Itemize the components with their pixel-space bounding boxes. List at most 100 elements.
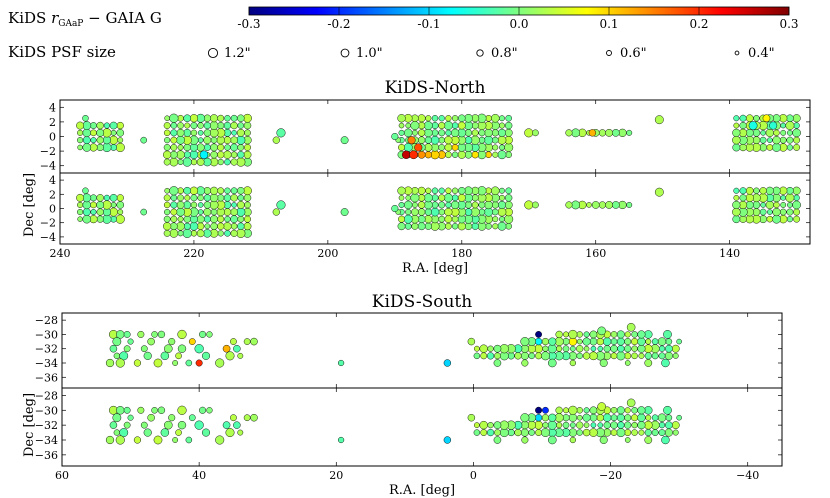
data-point <box>177 420 187 430</box>
data-point <box>397 186 406 195</box>
data-point <box>657 413 667 422</box>
data-point <box>570 422 576 428</box>
x-tick-label: 40 <box>192 469 206 482</box>
data-point <box>765 200 774 210</box>
y-tick-label: −34 <box>35 434 58 447</box>
data-point <box>499 144 505 151</box>
north-panel-top: 4 2 0−2 −4 <box>40 99 811 174</box>
data-point <box>414 143 423 152</box>
data-point <box>189 150 199 160</box>
data-point <box>548 413 557 422</box>
data-point <box>398 195 405 201</box>
data-point <box>425 115 432 122</box>
data-point <box>484 135 494 145</box>
data-point <box>397 114 406 123</box>
data-point <box>658 422 666 429</box>
data-point <box>243 222 252 231</box>
data-point <box>610 331 618 338</box>
south-title: KiDS-South <box>372 292 472 312</box>
data-point <box>206 331 213 338</box>
data-point <box>605 128 613 137</box>
data-point <box>464 222 473 231</box>
data-point <box>535 406 543 414</box>
data-point <box>767 209 773 215</box>
data-point <box>555 406 563 414</box>
data-point <box>222 421 231 429</box>
data-point <box>397 222 406 231</box>
data-point <box>665 421 673 429</box>
data-point <box>663 405 672 415</box>
data-point <box>190 194 198 202</box>
data-point <box>217 114 225 122</box>
y-tick-label: −32 <box>35 343 58 356</box>
data-point <box>443 193 453 203</box>
data-point <box>243 194 252 202</box>
psf-legend-marker <box>340 48 350 58</box>
data-point <box>403 143 413 152</box>
data-point <box>340 136 349 145</box>
data-point <box>438 208 445 216</box>
data-point <box>405 195 411 201</box>
data-point <box>772 207 781 217</box>
data-point <box>203 157 212 167</box>
data-point <box>772 136 781 145</box>
data-point <box>576 352 583 360</box>
data-point <box>163 229 171 237</box>
data-point <box>119 428 129 438</box>
data-point <box>190 129 198 137</box>
data-point <box>759 187 767 195</box>
data-point <box>90 122 97 129</box>
data-point <box>337 436 345 444</box>
psf-legend-entry: 1.0" <box>356 46 383 61</box>
data-point <box>471 201 479 209</box>
data-point <box>185 436 193 444</box>
data-point <box>576 331 583 338</box>
data-point <box>792 114 801 123</box>
data-point <box>780 122 786 129</box>
data-point <box>210 208 218 216</box>
data-point <box>486 352 495 360</box>
data-point <box>624 437 631 443</box>
data-point <box>199 150 209 159</box>
data-point <box>671 421 680 430</box>
data-point <box>780 202 787 208</box>
data-point <box>177 159 184 165</box>
data-point <box>583 331 590 338</box>
data-point <box>792 200 801 210</box>
y-tick-label: 0 <box>49 131 56 144</box>
y-tick-label: −36 <box>35 449 58 462</box>
data-point <box>170 150 178 159</box>
data-point <box>645 338 652 345</box>
data-point <box>492 144 499 151</box>
data-point <box>626 323 636 332</box>
data-point <box>170 194 178 202</box>
data-point <box>410 121 420 131</box>
data-point <box>556 422 563 429</box>
data-point <box>163 215 171 223</box>
data-point <box>624 421 632 429</box>
data-point <box>491 201 499 209</box>
data-point <box>582 337 591 346</box>
data-point <box>201 351 211 360</box>
data-point <box>739 121 747 130</box>
data-point <box>210 136 218 144</box>
data-point <box>644 429 652 437</box>
data-point <box>505 187 512 195</box>
data-point <box>113 352 121 360</box>
data-point <box>651 352 659 360</box>
data-point <box>562 414 570 422</box>
data-point <box>732 200 741 210</box>
data-point <box>793 144 801 151</box>
data-point <box>458 187 466 195</box>
data-point <box>571 128 580 138</box>
data-point <box>610 344 618 353</box>
data-point <box>602 413 612 422</box>
data-point <box>203 215 211 223</box>
data-point <box>571 200 580 210</box>
data-point <box>504 128 513 137</box>
data-point <box>82 214 92 224</box>
data-point <box>243 338 251 345</box>
y-tick-label: −36 <box>35 371 58 384</box>
colorbar-tick-label: 0.3 <box>779 17 798 31</box>
data-point <box>605 201 613 209</box>
